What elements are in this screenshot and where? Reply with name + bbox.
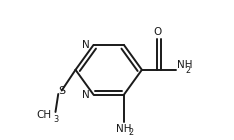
Text: CH: CH	[36, 110, 51, 120]
Text: N: N	[82, 40, 90, 50]
Text: O: O	[153, 27, 161, 37]
Text: NH: NH	[177, 60, 193, 70]
Text: 2: 2	[185, 66, 190, 75]
Text: NH: NH	[116, 124, 132, 134]
Text: 3: 3	[53, 115, 58, 124]
Text: N: N	[82, 90, 90, 100]
Text: S: S	[58, 86, 65, 95]
Text: 2: 2	[128, 128, 134, 137]
